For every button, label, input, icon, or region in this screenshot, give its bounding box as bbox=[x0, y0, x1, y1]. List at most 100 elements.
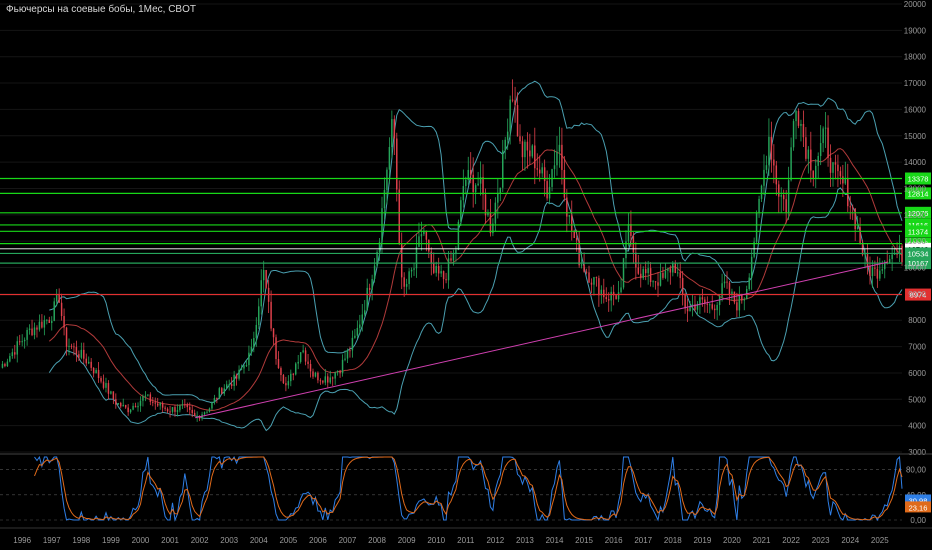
price-tick-label: 18000 bbox=[904, 53, 927, 62]
candle-body bbox=[63, 316, 65, 328]
candle-body bbox=[795, 111, 797, 122]
bollinger-upper bbox=[49, 80, 903, 404]
time-axis: 1996 1997 1998 1999 2000 2001 2002 2003 2004 2005… bbox=[0, 527, 932, 545]
candle-body bbox=[775, 165, 778, 185]
candle-body bbox=[9, 356, 11, 362]
candle-body bbox=[171, 407, 174, 412]
candle-body bbox=[694, 304, 696, 310]
candle-body bbox=[115, 399, 117, 405]
candle-body bbox=[425, 230, 428, 240]
year-tick-label: 2001 bbox=[161, 536, 179, 545]
candle-body bbox=[812, 170, 815, 178]
level-label: 13378 bbox=[908, 175, 929, 184]
candle-body bbox=[184, 404, 186, 406]
candle-body bbox=[805, 137, 807, 159]
stoch-d-line bbox=[34, 456, 903, 521]
candle-body bbox=[21, 341, 23, 343]
candle-body bbox=[763, 169, 765, 186]
candle-body bbox=[400, 243, 403, 278]
candle-body bbox=[378, 242, 381, 252]
price-axis: 3000 4000 5000 6000 7000 8000 9000 10000 11000 12… bbox=[904, 0, 927, 457]
ma-line bbox=[48, 148, 903, 412]
price-tick-label: 10000 bbox=[904, 264, 927, 273]
candle-body bbox=[723, 281, 726, 284]
candle-body bbox=[80, 349, 83, 358]
candle-body bbox=[97, 369, 100, 379]
level-badge bbox=[905, 288, 931, 301]
candle-body bbox=[696, 303, 699, 310]
candle-body bbox=[664, 270, 667, 278]
candle-body bbox=[484, 194, 487, 216]
candle-body bbox=[580, 264, 583, 266]
candle-body bbox=[837, 164, 839, 172]
candle-body bbox=[704, 299, 706, 304]
candle-body bbox=[672, 262, 674, 273]
candle-body bbox=[691, 304, 694, 307]
candle-body bbox=[617, 292, 620, 300]
candle-body bbox=[635, 252, 637, 268]
year-tick-label: 2000 bbox=[132, 536, 150, 545]
candle-body bbox=[649, 268, 652, 283]
candle-body bbox=[519, 136, 521, 142]
candle-body bbox=[245, 365, 248, 367]
candle-body bbox=[41, 321, 43, 328]
year-tick-label: 2012 bbox=[486, 536, 504, 545]
candle-body bbox=[773, 159, 775, 166]
candle-body bbox=[787, 180, 790, 213]
candle-body bbox=[884, 261, 886, 270]
candle-body bbox=[553, 165, 556, 170]
price-tick-label: 16000 bbox=[904, 105, 927, 114]
candle-body bbox=[87, 361, 90, 364]
candle-body bbox=[124, 404, 127, 408]
candle-body bbox=[275, 337, 277, 360]
year-tick-label: 2024 bbox=[841, 536, 859, 545]
candle-body bbox=[827, 127, 829, 158]
candle-body bbox=[4, 363, 6, 367]
candle-body bbox=[738, 294, 741, 311]
candle-body bbox=[637, 267, 640, 274]
candle-body bbox=[765, 165, 768, 170]
candle-body bbox=[122, 404, 124, 407]
candle-body bbox=[90, 361, 92, 368]
candle-body bbox=[531, 145, 534, 157]
candle-body bbox=[391, 119, 393, 147]
candle-body bbox=[11, 352, 14, 357]
candle-body bbox=[105, 383, 107, 388]
candle-body bbox=[262, 270, 265, 281]
candle-body bbox=[465, 179, 467, 187]
candle-body bbox=[51, 320, 53, 324]
year-tick-label: 2009 bbox=[398, 536, 416, 545]
candle-body bbox=[420, 234, 423, 237]
candle-body bbox=[386, 169, 388, 190]
candle-body bbox=[314, 372, 317, 377]
candle-body bbox=[164, 407, 166, 409]
candle-body bbox=[376, 251, 378, 266]
candle-body bbox=[127, 407, 129, 413]
candle-body bbox=[43, 320, 46, 328]
year-tick-label: 2016 bbox=[605, 536, 623, 545]
candle-body bbox=[538, 169, 541, 174]
candle-body bbox=[331, 377, 334, 379]
year-tick-label: 2004 bbox=[250, 536, 268, 545]
candle-body bbox=[822, 128, 824, 144]
candle-body bbox=[563, 169, 566, 198]
candle-body bbox=[336, 370, 339, 373]
candle-body bbox=[364, 310, 366, 315]
candle-body bbox=[277, 359, 280, 369]
candle-body bbox=[433, 262, 435, 273]
candle-body bbox=[780, 195, 782, 197]
candle-body bbox=[23, 339, 26, 342]
candle-body bbox=[243, 365, 245, 369]
candle-body bbox=[46, 319, 48, 321]
stoch-tick-label: 0,00 bbox=[910, 516, 926, 525]
candle-body bbox=[304, 350, 307, 362]
candles bbox=[1, 79, 903, 422]
candle-body bbox=[149, 394, 152, 402]
candle-body bbox=[435, 265, 437, 273]
candle-body bbox=[179, 405, 181, 411]
bollinger-bands bbox=[48, 80, 903, 432]
candle-body bbox=[790, 147, 792, 181]
level-label: 12814 bbox=[908, 189, 929, 198]
candle-body bbox=[534, 145, 536, 169]
